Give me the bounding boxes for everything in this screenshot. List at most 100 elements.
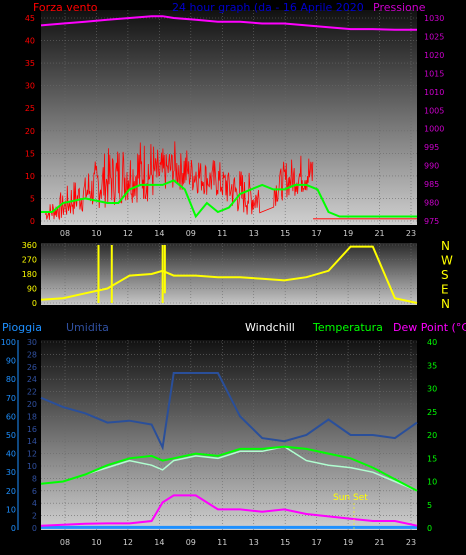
pressure-series-line — [40, 15, 417, 31]
rain-axis-tick: 0 — [11, 524, 16, 533]
temperature-series-line — [40, 445, 418, 492]
direction-axis-tick: 360 — [22, 241, 37, 250]
wind-direction-panel — [41, 243, 417, 305]
temperature-axis-tick: 30 — [427, 385, 437, 394]
wind-axis-tick: 20 — [25, 127, 35, 136]
wind-axis-tick: 40 — [25, 37, 35, 46]
pressure-axis-tick: 1020 — [424, 51, 444, 60]
x-tick-label-top: 08 — [60, 229, 70, 238]
pressure-axis-tick: 975 — [424, 217, 439, 226]
temperature-axis-tick: 0 — [427, 524, 432, 533]
direction-axis-tick: 90 — [27, 285, 37, 294]
rain-axis-tick: 100 — [1, 338, 16, 347]
humidity-axis-tick: 0 — [32, 524, 37, 533]
humidity-axis-tick: 12 — [27, 450, 37, 459]
temperature-axis-tick: 15 — [427, 454, 437, 463]
pressure-axis-tick: 1010 — [424, 88, 444, 97]
pressure-axis-tick: 980 — [424, 199, 439, 208]
rain-axis-tick: 50 — [6, 431, 16, 440]
wind-pressure-panel — [41, 10, 417, 225]
x-tick-label-bottom: 23 — [406, 538, 416, 547]
temperature-axis-tick: 20 — [427, 431, 437, 440]
humidity-axis-tick: 14 — [27, 437, 37, 446]
x-tick-label-top: 21 — [374, 229, 384, 238]
temperature-axis-tick: 35 — [427, 361, 437, 370]
gust-series-line — [45, 141, 314, 220]
direction-series-line — [40, 245, 418, 304]
pressure-axis-tick: 1000 — [424, 125, 444, 134]
x-tick-label-bottom: 13 — [249, 538, 259, 547]
x-tick-label-top: 23 — [406, 229, 416, 238]
pressure-axis-tick: 1030 — [424, 14, 444, 23]
pressure-axis-title: Pressione — [373, 1, 426, 14]
humidity-axis-tick: 16 — [27, 425, 37, 434]
x-tick-label-bottom: 10 — [91, 538, 101, 547]
x-tick-label-top: 11 — [217, 229, 227, 238]
humidity-axis-tick: 18 — [27, 412, 37, 421]
chart-title: 24 hour graph (da - 16 Aprile 2020 — [172, 1, 364, 14]
compass-label: N — [441, 239, 450, 253]
wind-axis-tick: 10 — [25, 172, 35, 181]
humidity-axis-tick: 22 — [27, 388, 37, 397]
humidity-axis-tick: 30 — [27, 338, 37, 347]
x-tick-label-top: 13 — [249, 229, 259, 238]
x-tick-label-top: 19 — [343, 229, 353, 238]
dewpoint-series-line — [40, 494, 418, 527]
x-tick-label-top: 17 — [312, 229, 322, 238]
x-tick-label-bottom: 17 — [312, 538, 322, 547]
compass-label: W — [441, 254, 453, 268]
wind-axis-tick: 5 — [30, 194, 35, 203]
legend-humidity: Umidita — [66, 321, 109, 334]
direction-axis-tick: 180 — [22, 270, 37, 279]
wind-axis-tick: 45 — [25, 14, 35, 23]
humidity-axis-tick: 2 — [32, 512, 37, 521]
temperature-axis-tick: 5 — [427, 501, 432, 510]
pressure-axis-tick: 990 — [424, 162, 439, 171]
x-tick-label-bottom: 08 — [60, 538, 70, 547]
rain-axis-tick: 20 — [6, 487, 16, 496]
windchill-series-line — [40, 445, 418, 492]
x-tick-label-top: 15 — [280, 229, 290, 238]
temperature-axis-tick: 10 — [427, 478, 437, 487]
temperature-axis-tick: 40 — [427, 338, 437, 347]
humidity-axis-tick: 8 — [32, 474, 37, 483]
rain-axis-tick: 30 — [6, 468, 16, 477]
humidity-series-line — [40, 372, 418, 451]
humidity-axis-tick: 28 — [27, 350, 37, 359]
humidity-axis-tick: 20 — [27, 400, 37, 409]
rain-axis-tick: 70 — [6, 394, 16, 403]
x-tick-label-bottom: 11 — [217, 538, 227, 547]
direction-axis-tick: 0 — [32, 299, 37, 308]
legend-dewpoint: Dew Point (°C) — [393, 321, 466, 334]
pressure-axis-tick: 1015 — [424, 69, 444, 78]
x-tick-label-bottom: 15 — [280, 538, 290, 547]
pressure-axis-tick: 995 — [424, 143, 439, 152]
rain-axis-tick: 40 — [6, 450, 16, 459]
x-tick-label-bottom: 12 — [123, 538, 133, 547]
compass-label: N — [441, 297, 450, 311]
rain-axis-tick: 10 — [6, 505, 16, 514]
wind-axis-tick: 15 — [25, 149, 35, 158]
humidity-axis-tick: 10 — [27, 462, 37, 471]
rain-axis-tick: 60 — [6, 412, 16, 421]
avg-wind-series-line — [41, 179, 417, 219]
wind-axis-title: Forza vento — [33, 1, 98, 14]
rain-axis-tick: 80 — [6, 375, 16, 384]
pressure-axis-tick: 1005 — [424, 106, 444, 115]
compass-label: E — [441, 283, 449, 297]
pressure-axis-tick: 985 — [424, 180, 439, 189]
x-tick-label-bottom: 19 — [343, 538, 353, 547]
x-tick-label-top: 09 — [186, 229, 196, 238]
sun-set-annotation: Sun Set — [333, 493, 368, 503]
legend-rain: Pioggia — [2, 321, 42, 334]
wind-axis-tick: 30 — [25, 82, 35, 91]
direction-axis-tick: 270 — [22, 256, 37, 265]
legend-temperature: Temperatura — [313, 321, 383, 334]
x-tick-label-top: 10 — [91, 229, 101, 238]
humidity-axis-tick: 26 — [27, 363, 37, 372]
x-tick-label-top: 12 — [123, 229, 133, 238]
legend-windchill: Windchill — [245, 321, 295, 334]
x-tick-label-bottom: 09 — [186, 538, 196, 547]
